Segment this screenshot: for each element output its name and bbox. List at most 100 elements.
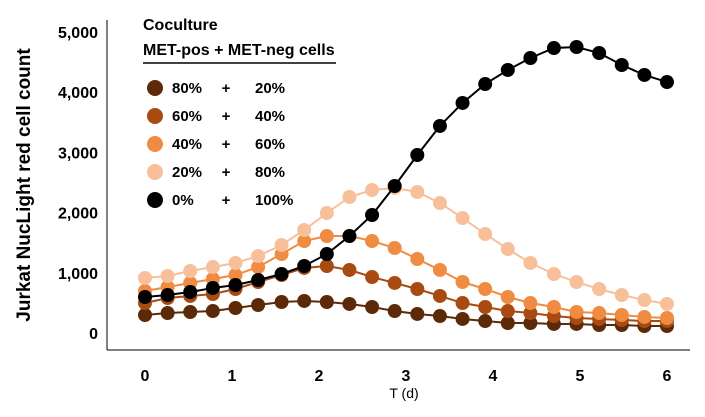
data-point: [432, 309, 447, 324]
y-axis-label: Jurkat NucLight red cell count: [14, 48, 35, 322]
data-point: [432, 288, 447, 303]
legend-neg: 20%: [255, 80, 285, 97]
data-point: [297, 258, 312, 273]
data-point: [546, 267, 561, 282]
series-3: [138, 180, 674, 311]
legend-pos: 40%: [172, 136, 202, 153]
data-point: [660, 296, 674, 311]
data-point: [297, 293, 312, 308]
legend-marker: [147, 164, 163, 180]
data-point: [138, 290, 152, 305]
data-point: [342, 190, 357, 205]
legend-pos: 0%: [172, 192, 194, 209]
legend-marker: [147, 80, 163, 96]
x-tick-label: 4: [489, 368, 498, 385]
data-point: [387, 304, 402, 319]
data-point: [205, 304, 220, 319]
x-tick-label: 6: [663, 368, 672, 385]
y-tick-label: 1,000: [58, 266, 98, 283]
data-point: [365, 234, 380, 249]
data-point: [410, 252, 425, 267]
legend-pos: 20%: [172, 164, 202, 181]
data-point: [342, 262, 357, 277]
data-point: [205, 280, 220, 295]
y-tick-label: 5,000: [58, 25, 98, 42]
data-point: [614, 308, 629, 323]
legend-plus: +: [222, 136, 231, 153]
data-point: [523, 296, 538, 311]
data-point: [274, 294, 289, 309]
data-point: [500, 242, 515, 257]
data-point: [410, 306, 425, 321]
data-point: [478, 314, 493, 329]
legend-plus: +: [222, 164, 231, 181]
x-tick-label: 1: [228, 368, 237, 385]
data-point: [500, 290, 515, 305]
data-point: [251, 260, 266, 275]
legend-plus: +: [222, 80, 231, 97]
x-axis-label: T (d): [389, 385, 418, 401]
x-tick-label: 2: [315, 368, 324, 385]
data-point: [637, 67, 652, 82]
legend-neg: 40%: [255, 108, 285, 125]
legend-plus: +: [222, 108, 231, 125]
data-point: [365, 270, 380, 285]
legend-item: 20% +80%: [147, 164, 285, 181]
data-point: [160, 288, 175, 303]
data-point: [251, 273, 266, 288]
data-point: [228, 278, 243, 293]
y-tick-label: 2,000: [58, 206, 98, 223]
data-point: [138, 308, 152, 323]
data-point: [138, 270, 152, 285]
data-point: [614, 288, 629, 303]
x-tick-label: 5: [576, 368, 585, 385]
data-point: [592, 281, 607, 296]
data-point: [660, 75, 674, 90]
data-point: [251, 298, 266, 313]
data-point: [319, 247, 334, 262]
data-point: [637, 309, 652, 324]
data-point: [592, 46, 607, 61]
legend-item: 60% +40%: [147, 108, 285, 125]
data-point: [523, 306, 538, 321]
data-point: [342, 229, 357, 244]
data-point: [387, 240, 402, 255]
legend-subtitle: MET-pos + MET-neg cells: [143, 42, 335, 59]
data-point: [319, 206, 334, 221]
data-point: [228, 255, 243, 270]
data-point: [410, 147, 425, 162]
legend-marker: [147, 108, 163, 124]
data-point: [478, 226, 493, 241]
data-point: [319, 294, 334, 309]
data-point: [455, 311, 470, 326]
data-point: [319, 229, 334, 244]
data-point: [365, 183, 380, 198]
data-point: [478, 77, 493, 92]
data-point: [500, 316, 515, 331]
data-point: [387, 178, 402, 193]
data-point: [455, 296, 470, 311]
data-point: [432, 196, 447, 211]
data-point: [523, 51, 538, 66]
data-point: [432, 118, 447, 133]
data-point: [183, 285, 198, 300]
data-point: [365, 208, 380, 223]
data-point: [297, 222, 312, 237]
data-point: [569, 304, 584, 319]
data-point: [592, 306, 607, 321]
data-point: [342, 296, 357, 311]
data-point: [228, 301, 243, 316]
data-point: [205, 260, 220, 275]
series-4: [138, 39, 674, 305]
data-point: [500, 304, 515, 319]
data-point: [410, 185, 425, 200]
x-tick-label: 0: [141, 368, 150, 385]
data-point: [410, 281, 425, 296]
data-point: [455, 211, 470, 226]
data-point: [183, 263, 198, 278]
y-tick-label: 4,000: [58, 85, 98, 102]
data-point: [160, 306, 175, 321]
data-point: [614, 57, 629, 72]
